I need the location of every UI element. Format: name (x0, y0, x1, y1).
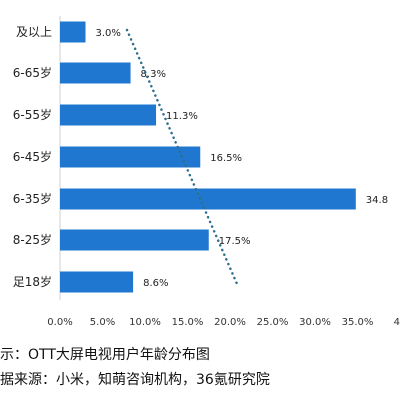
category-label: 6-35岁 (13, 191, 52, 206)
x-tick-label: 15.0% (172, 317, 204, 328)
data-label: 8.3% (141, 69, 166, 80)
bar-1 (60, 62, 131, 84)
category-label: 及以上 (16, 25, 52, 39)
trend-line (125, 28, 239, 286)
bar-4 (60, 188, 356, 210)
x-tick-label: 25.0% (257, 317, 289, 328)
data-label: 11.3% (166, 111, 198, 122)
chart-source: 据来源：小米，知萌咨询机构，36氪研究院 (0, 372, 270, 388)
category-label: 6-65岁 (13, 65, 52, 80)
x-tick-label: 10.0% (129, 317, 161, 328)
bar-3 (60, 146, 201, 168)
bar-2 (60, 104, 157, 126)
x-tick-label: 0.0% (47, 317, 72, 328)
category-label: 足18岁 (13, 274, 52, 289)
category-label: 8-25岁 (13, 232, 52, 247)
data-label: 8.6% (143, 278, 168, 289)
data-label: 3.0% (96, 28, 121, 39)
bar-5 (60, 229, 209, 251)
category-label: 6-45岁 (13, 149, 52, 164)
x-tick-label: 40 (394, 317, 400, 328)
x-tick-label: 20.0% (214, 317, 246, 328)
x-tick-label: 30.0% (299, 317, 331, 328)
chart-title: 示：OTT大屏电视用户年龄分布图 (0, 347, 210, 363)
data-label: 17.5% (219, 236, 251, 247)
bar-6 (60, 271, 134, 293)
x-tick-label: 35.0% (342, 317, 374, 328)
x-tick-label: 5.0% (90, 317, 115, 328)
data-label: 16.5% (210, 153, 242, 164)
category-label: 6-55岁 (13, 107, 52, 122)
data-label: 34.8 (366, 195, 388, 206)
bar-0 (60, 21, 86, 43)
